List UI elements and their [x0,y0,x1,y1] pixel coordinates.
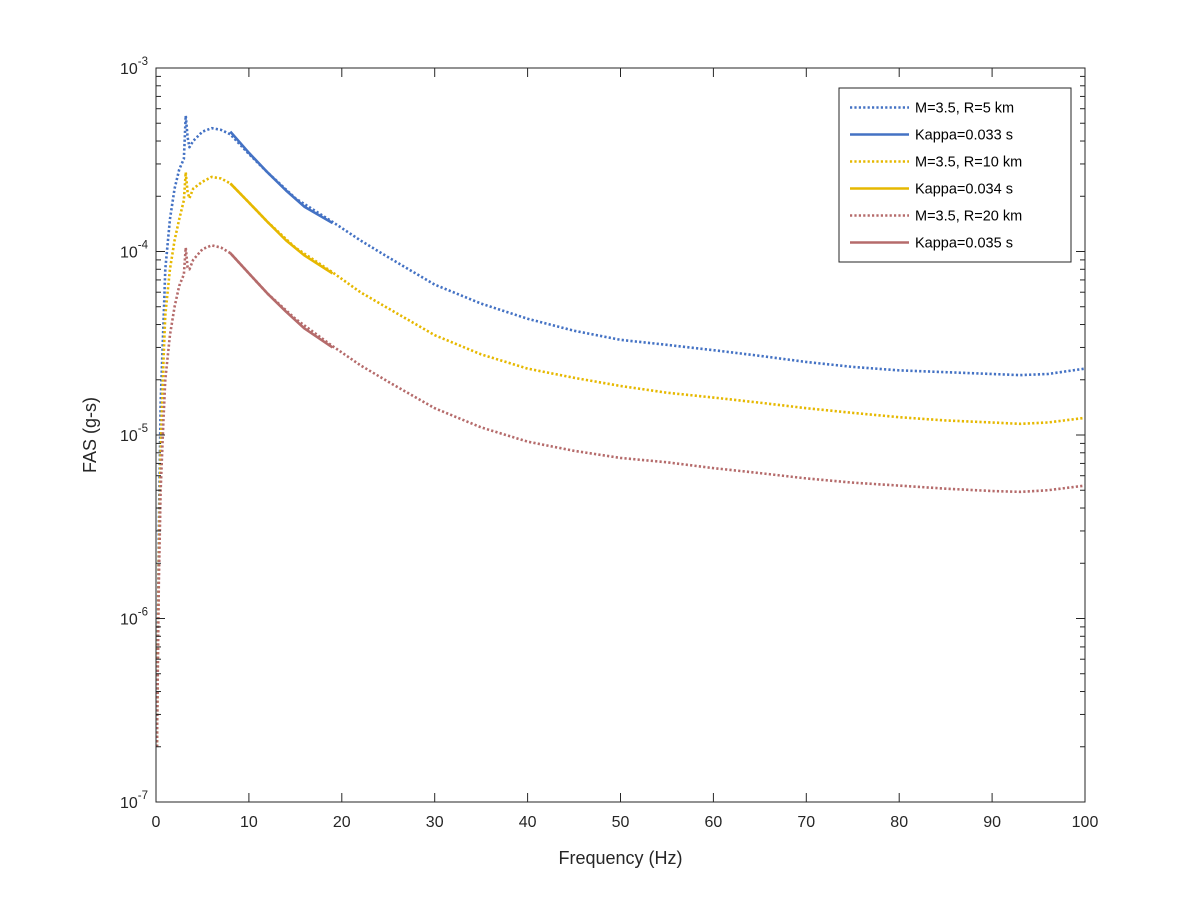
x-tick-label: 0 [152,814,161,831]
series-line-6 [229,252,334,349]
legend-label: M=3.5, R=5 km [915,101,1014,117]
legend-label: Kappa=0.035 s [915,236,1013,252]
axes-layer: 0 10 20 30 40 50 60 70 80 90 100 10-7 10-6 10-5 10-4 10… [120,56,1098,831]
x-tick-label: 50 [612,814,630,831]
x-tick-label: 10 [240,814,258,831]
y-tick-label: 10-6 [120,607,148,629]
legend-box [838,87,1072,263]
legend: M=3.5, R=5 km Kappa=0.033 s M=3.5, R=10 km… [838,87,1072,263]
x-tick-label: 30 [426,814,444,831]
y-axis-label: FAS (g-s) [80,397,100,473]
x-tick-label: 40 [519,814,537,831]
legend-label: M=3.5, R=20 km [915,209,1022,225]
x-tick-label: 70 [797,814,815,831]
x-tick-label: 100 [1072,814,1099,831]
x-axis-label: Frequency (Hz) [558,848,682,868]
y-tick-label: 10-7 [120,790,148,812]
y-tick-label: 10-4 [120,240,149,262]
x-tick-label: 90 [983,814,1001,831]
y-tick-label: 10-3 [120,56,148,78]
legend-label: Kappa=0.034 s [915,182,1013,198]
x-tick-label: 20 [333,814,351,831]
x-tick-label: 60 [705,814,723,831]
legend-label: M=3.5, R=10 km [915,155,1022,171]
series-line-2 [229,130,334,225]
series-line-4 [229,182,334,275]
series-layer [155,114,1086,747]
legend-label: Kappa=0.033 s [915,128,1013,144]
x-tick-label: 80 [890,814,908,831]
y-tick-label: 10-5 [120,423,148,445]
